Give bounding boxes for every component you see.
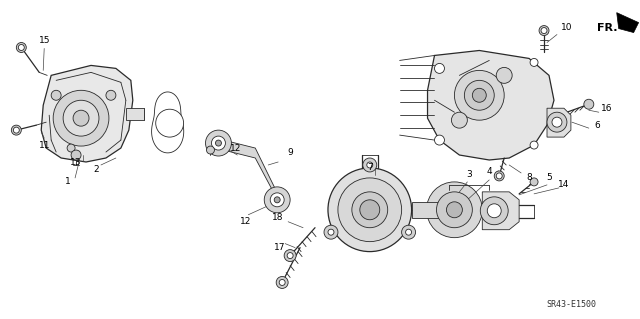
Polygon shape xyxy=(483,192,519,230)
Circle shape xyxy=(67,144,75,152)
Circle shape xyxy=(435,135,444,145)
Circle shape xyxy=(338,178,402,241)
Circle shape xyxy=(106,90,116,100)
Text: 11: 11 xyxy=(38,141,50,150)
Polygon shape xyxy=(547,108,571,137)
Text: 5: 5 xyxy=(546,174,552,182)
Circle shape xyxy=(53,90,109,146)
Circle shape xyxy=(71,150,81,160)
Circle shape xyxy=(584,99,594,109)
Circle shape xyxy=(274,197,280,203)
Circle shape xyxy=(287,253,293,259)
Circle shape xyxy=(465,80,494,110)
Circle shape xyxy=(276,277,288,288)
Circle shape xyxy=(205,130,232,156)
Circle shape xyxy=(435,63,444,73)
Bar xyxy=(412,202,442,218)
Circle shape xyxy=(51,90,61,100)
Text: 6: 6 xyxy=(594,121,600,130)
Text: 9: 9 xyxy=(287,147,293,157)
Circle shape xyxy=(496,173,502,179)
Circle shape xyxy=(270,193,284,207)
Circle shape xyxy=(13,127,19,133)
Circle shape xyxy=(12,125,21,135)
Polygon shape xyxy=(428,50,554,160)
Circle shape xyxy=(530,58,538,66)
Circle shape xyxy=(17,42,26,52)
Text: 14: 14 xyxy=(558,180,570,189)
Text: 13: 13 xyxy=(70,159,82,167)
Circle shape xyxy=(156,109,184,137)
Circle shape xyxy=(363,158,377,172)
Circle shape xyxy=(472,88,486,102)
Text: 12: 12 xyxy=(239,217,251,226)
Circle shape xyxy=(447,202,462,218)
Text: 8: 8 xyxy=(526,174,532,182)
Polygon shape xyxy=(617,13,639,33)
Circle shape xyxy=(216,140,221,146)
Circle shape xyxy=(454,70,504,120)
Circle shape xyxy=(284,249,296,262)
Circle shape xyxy=(279,279,285,286)
Circle shape xyxy=(530,178,538,186)
Bar xyxy=(126,108,144,120)
Polygon shape xyxy=(216,138,280,205)
Text: 16: 16 xyxy=(601,104,612,113)
Circle shape xyxy=(552,117,562,127)
Circle shape xyxy=(451,112,467,128)
Circle shape xyxy=(494,171,504,181)
Circle shape xyxy=(328,229,334,235)
Text: 12: 12 xyxy=(230,144,241,152)
Polygon shape xyxy=(41,65,133,162)
Circle shape xyxy=(207,146,214,154)
Circle shape xyxy=(211,136,225,150)
Circle shape xyxy=(328,168,412,252)
Circle shape xyxy=(63,100,99,136)
Circle shape xyxy=(547,112,567,132)
Circle shape xyxy=(360,200,380,220)
Circle shape xyxy=(19,45,24,50)
Text: 18: 18 xyxy=(273,213,284,222)
Text: 7: 7 xyxy=(367,163,372,173)
Circle shape xyxy=(264,187,290,213)
Circle shape xyxy=(487,204,501,218)
Circle shape xyxy=(73,110,89,126)
Text: FR.: FR. xyxy=(596,23,618,33)
Circle shape xyxy=(402,225,415,239)
Polygon shape xyxy=(152,92,184,153)
Circle shape xyxy=(541,27,547,33)
Circle shape xyxy=(406,229,412,235)
Text: SR43-E1500: SR43-E1500 xyxy=(546,300,596,309)
Text: 3: 3 xyxy=(467,170,472,179)
Circle shape xyxy=(436,192,472,228)
Circle shape xyxy=(426,182,483,238)
Circle shape xyxy=(539,26,549,35)
Text: 17: 17 xyxy=(275,243,286,252)
Circle shape xyxy=(367,162,372,168)
Text: 10: 10 xyxy=(561,23,573,32)
Circle shape xyxy=(324,225,338,239)
Text: 4: 4 xyxy=(486,167,492,176)
Circle shape xyxy=(530,141,538,149)
Text: 1: 1 xyxy=(65,177,71,186)
Circle shape xyxy=(496,67,512,83)
Text: 2: 2 xyxy=(93,166,99,174)
Circle shape xyxy=(480,197,508,225)
Text: 15: 15 xyxy=(38,36,50,45)
Circle shape xyxy=(352,192,388,228)
